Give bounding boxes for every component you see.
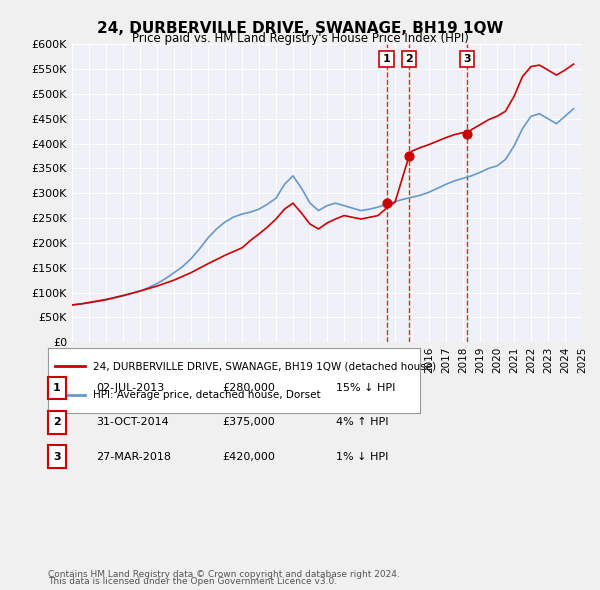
Text: Contains HM Land Registry data © Crown copyright and database right 2024.: Contains HM Land Registry data © Crown c… bbox=[48, 571, 400, 579]
Text: 02-JUL-2013: 02-JUL-2013 bbox=[96, 384, 164, 393]
Text: 31-OCT-2014: 31-OCT-2014 bbox=[96, 418, 169, 427]
Point bbox=[462, 129, 472, 139]
Text: This data is licensed under the Open Government Licence v3.0.: This data is licensed under the Open Gov… bbox=[48, 577, 337, 586]
Text: 27-MAR-2018: 27-MAR-2018 bbox=[96, 452, 171, 461]
Text: Price paid vs. HM Land Registry's House Price Index (HPI): Price paid vs. HM Land Registry's House … bbox=[131, 32, 469, 45]
Text: HPI: Average price, detached house, Dorset: HPI: Average price, detached house, Dors… bbox=[92, 390, 320, 400]
Text: £420,000: £420,000 bbox=[222, 452, 275, 461]
Text: 1: 1 bbox=[53, 384, 61, 393]
Text: 1% ↓ HPI: 1% ↓ HPI bbox=[336, 452, 388, 461]
Text: 2: 2 bbox=[53, 418, 61, 427]
Point bbox=[382, 198, 391, 208]
Text: £375,000: £375,000 bbox=[222, 418, 275, 427]
Text: £280,000: £280,000 bbox=[222, 384, 275, 393]
Text: 24, DURBERVILLE DRIVE, SWANAGE, BH19 1QW: 24, DURBERVILLE DRIVE, SWANAGE, BH19 1QW bbox=[97, 21, 503, 35]
Text: 4% ↑ HPI: 4% ↑ HPI bbox=[336, 418, 389, 427]
Text: 3: 3 bbox=[53, 452, 61, 461]
Text: 24, DURBERVILLE DRIVE, SWANAGE, BH19 1QW (detached house): 24, DURBERVILLE DRIVE, SWANAGE, BH19 1QW… bbox=[92, 361, 436, 371]
Text: 15% ↓ HPI: 15% ↓ HPI bbox=[336, 384, 395, 393]
Text: 3: 3 bbox=[463, 54, 471, 64]
Point bbox=[404, 151, 414, 160]
Text: 2: 2 bbox=[405, 54, 413, 64]
Text: 1: 1 bbox=[383, 54, 391, 64]
